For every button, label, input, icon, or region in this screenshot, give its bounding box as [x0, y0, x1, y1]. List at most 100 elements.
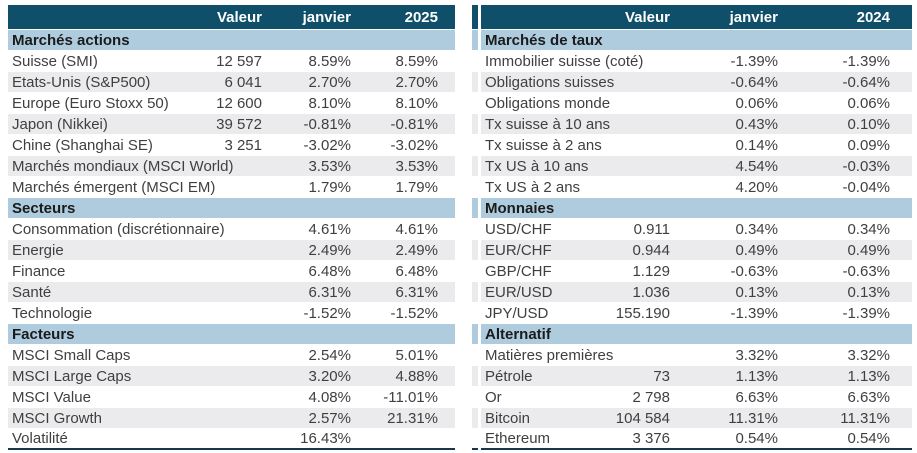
cell-year: 0.34%: [782, 219, 912, 240]
cell-valeur: [210, 261, 265, 282]
row-label: Tx US à 2 ans: [481, 177, 608, 198]
cell-year: 6.31%: [355, 282, 455, 303]
row-label: Marchés mondiaux (MSCI World): [8, 156, 233, 177]
section-row: Secteurs: [8, 198, 455, 219]
edge-strip-cell: [472, 408, 478, 429]
cell-valeur: 73: [608, 366, 673, 387]
section-title: Alternatif: [481, 324, 912, 345]
column-spacer: [478, 261, 481, 282]
header-empty-cell: [8, 5, 210, 30]
row-label: EUR/USD: [481, 282, 608, 303]
cell-janvier: -0.81%: [265, 114, 355, 135]
row-label: Europe (Euro Stoxx 50): [8, 93, 210, 114]
cell-year: 5.01%: [355, 345, 455, 366]
cell-janvier: 0.06%: [673, 93, 782, 114]
row-label: Pétrole: [481, 366, 608, 387]
row-label: Obligations monde: [481, 93, 610, 114]
header-valeur: Valeur: [210, 5, 265, 30]
cell-year: -3.02%: [355, 135, 455, 156]
header-janvier: janvier: [673, 5, 782, 30]
column-spacer: [478, 345, 481, 366]
cell-year: 4.61%: [355, 219, 455, 240]
cell-janvier: -1.39%: [673, 51, 782, 72]
cell-year: 4.88%: [355, 366, 455, 387]
column-spacer: [478, 429, 481, 450]
data-row: Tx suisse à 2 ans 0.14% 0.09%: [472, 135, 912, 156]
cell-year: 6.63%: [782, 387, 912, 408]
cell-valeur: [608, 51, 673, 72]
cell-year: 21.31%: [355, 408, 455, 429]
column-spacer: [478, 366, 481, 387]
data-row: MSCI Large Caps 3.20% 4.88%: [8, 366, 455, 387]
data-row: Obligations monde 0.06% 0.06%: [472, 93, 912, 114]
header-valeur: Valeur: [608, 5, 673, 30]
row-label: Japon (Nikkei): [8, 114, 210, 135]
cell-year: 0.06%: [782, 93, 912, 114]
data-row: Marchés mondiaux (MSCI World) 3.53% 3.53%: [8, 156, 455, 177]
cell-janvier: 3.20%: [265, 366, 355, 387]
cell-janvier: 6.63%: [673, 387, 782, 408]
edge-strip-cell: [472, 72, 478, 93]
data-row: Bitcoin 104 584 11.31% 11.31%: [472, 408, 912, 429]
cell-year: 0.10%: [782, 114, 912, 135]
edge-strip-cell: [472, 282, 478, 303]
row-label: Energie: [8, 240, 210, 261]
header-row: Valeur janvier 2025: [8, 5, 455, 30]
edge-strip-cell: [472, 240, 478, 261]
cell-janvier: 3.53%: [265, 156, 355, 177]
data-row: MSCI Small Caps 2.54% 5.01%: [8, 345, 455, 366]
section-row: Marchés de taux: [472, 30, 912, 51]
table-marches-actions: Valeur janvier 2025 Marchés actions Suiss…: [8, 5, 455, 450]
cell-year: [355, 429, 455, 450]
column-spacer: [478, 219, 481, 240]
row-label: JPY/USD: [481, 303, 608, 324]
cell-janvier: 16.43%: [265, 429, 355, 450]
cell-janvier: 8.59%: [265, 51, 355, 72]
header-empty-cell: [481, 5, 608, 30]
column-spacer: [478, 93, 481, 114]
cell-valeur: 1.036: [608, 282, 673, 303]
cell-year: 3.53%: [355, 156, 455, 177]
cell-janvier: -1.39%: [673, 303, 782, 324]
data-row: Europe (Euro Stoxx 50) 12 600 8.10% 8.10%: [8, 93, 455, 114]
cell-valeur: [210, 282, 265, 303]
column-spacer: [478, 198, 481, 219]
row-label: Finance: [8, 261, 210, 282]
cell-valeur: 0.911: [608, 219, 673, 240]
row-label: Etats-Unis (S&P500): [8, 72, 210, 93]
data-row: Consommation (discrétionnaire) 4.61% 4.61%: [8, 219, 455, 240]
cell-year: 0.09%: [782, 135, 912, 156]
cell-janvier: 0.34%: [673, 219, 782, 240]
cell-year: 2.49%: [355, 240, 455, 261]
cell-janvier: 4.20%: [673, 177, 782, 198]
data-row: Immobilier suisse (coté) -1.39% -1.39%: [472, 51, 912, 72]
cell-valeur: [210, 345, 265, 366]
cell-valeur: 1.129: [608, 261, 673, 282]
cell-year: 1.13%: [782, 366, 912, 387]
data-row: Obligations suisses -0.64% -0.64%: [472, 72, 912, 93]
row-label: Santé: [8, 282, 210, 303]
cell-valeur: [608, 72, 673, 93]
cell-year: 2.70%: [355, 72, 455, 93]
cell-year: 0.54%: [782, 429, 912, 450]
cell-valeur: [210, 387, 265, 408]
row-label: Technologie: [8, 303, 210, 324]
section-title: Monnaies: [481, 198, 912, 219]
data-row: Tx US à 10 ans 4.54% -0.03%: [472, 156, 912, 177]
table-marches-de-taux: Valeur janvier 2024 Marchés de taux Immob…: [472, 5, 912, 450]
cell-year: 8.59%: [355, 51, 455, 72]
cell-janvier: 3.32%: [673, 345, 782, 366]
cell-year: -11.01%: [355, 387, 455, 408]
edge-strip-cell: [472, 366, 478, 387]
data-row: Tx suisse à 10 ans 0.43% 0.10%: [472, 114, 912, 135]
column-spacer: [478, 282, 481, 303]
section-title: Marchés de taux: [481, 30, 912, 51]
column-spacer: [478, 5, 481, 30]
edge-strip-cell: [472, 30, 478, 51]
edge-strip-cell: [472, 345, 478, 366]
data-row: JPY/USD 155.190 -1.39% -1.39%: [472, 303, 912, 324]
cell-valeur: [210, 156, 265, 177]
cell-year: -1.39%: [782, 303, 912, 324]
data-row: Pétrole 73 1.13% 1.13%: [472, 366, 912, 387]
